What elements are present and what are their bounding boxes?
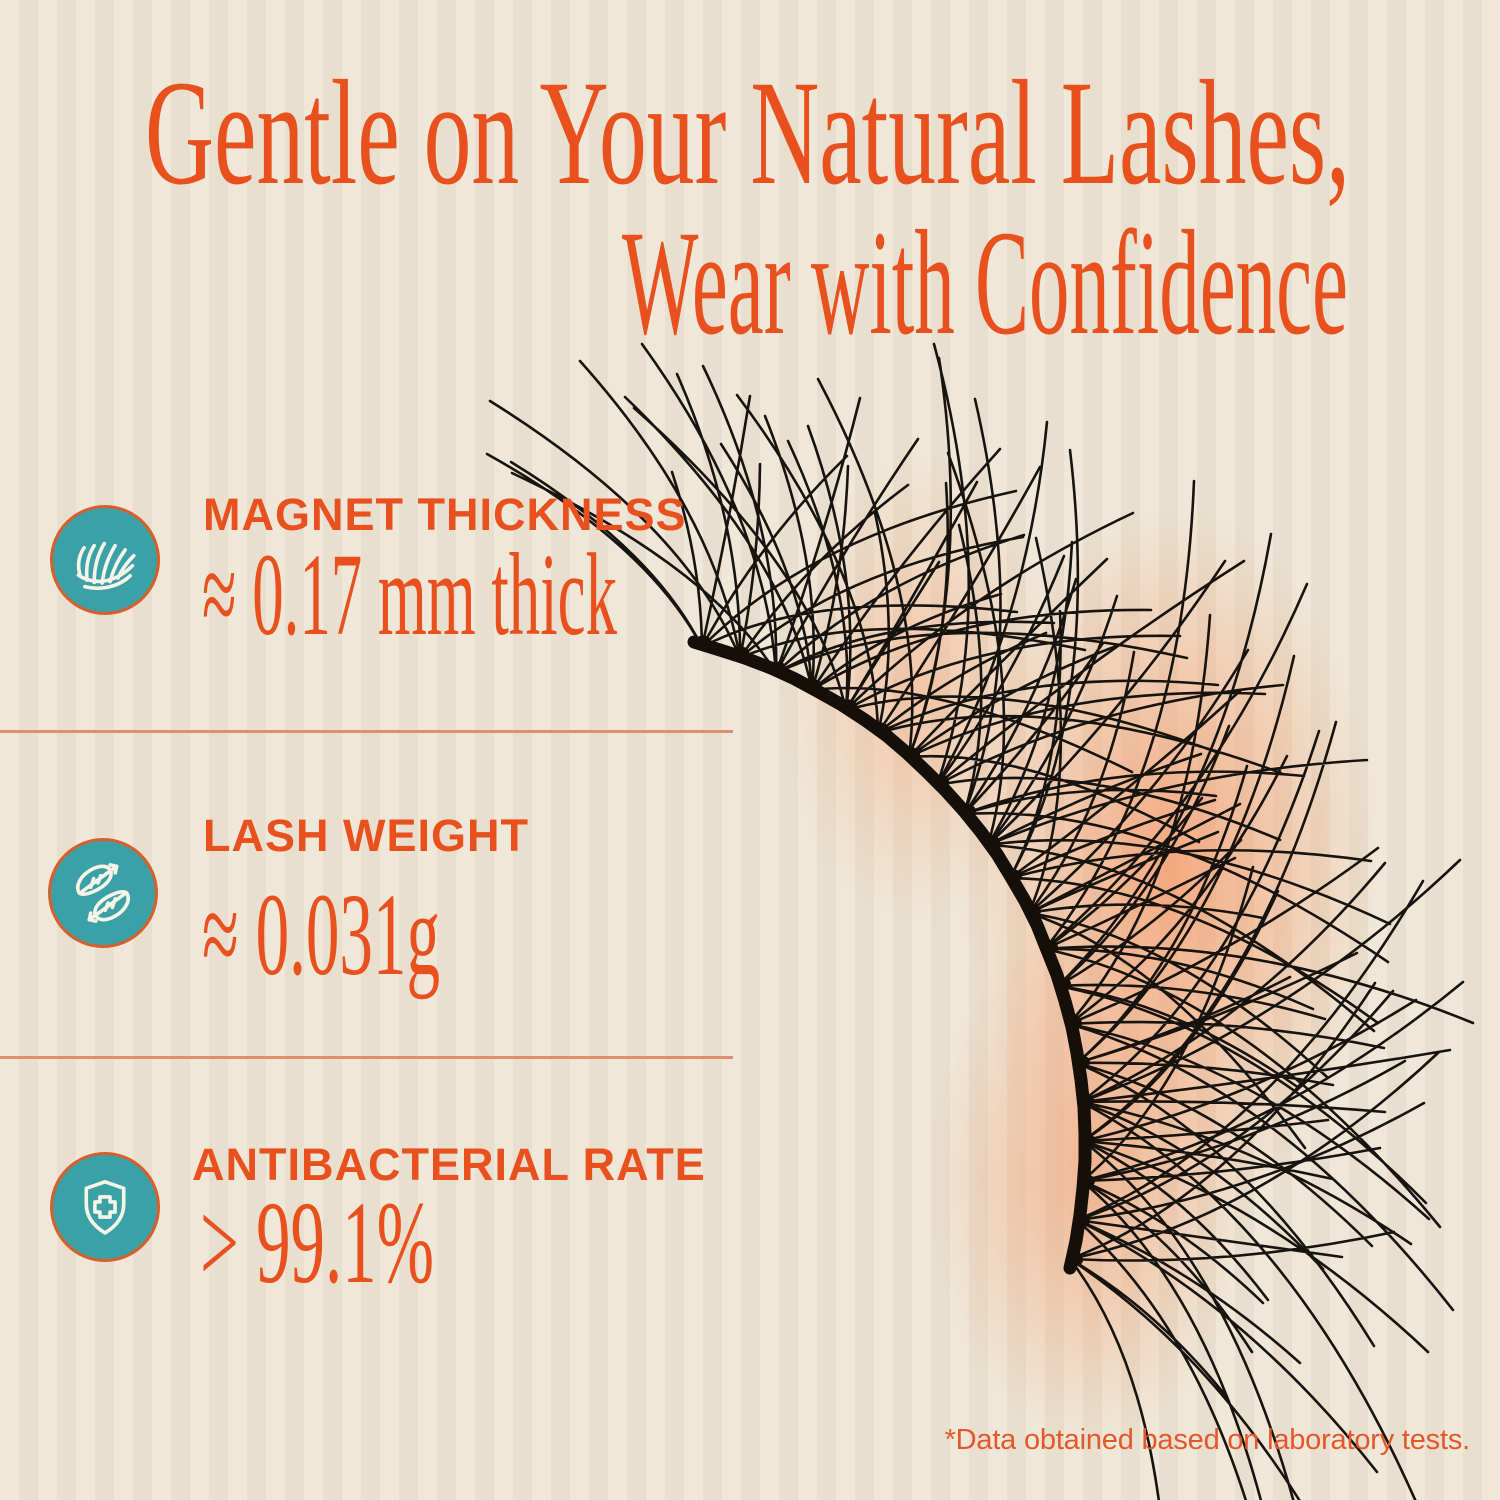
shield-cross-icon-glyph (84, 1180, 126, 1235)
headline: Gentle on Your Natural Lashes, Wear with… (145, 50, 1350, 366)
feathers-icon (48, 838, 158, 948)
footnote: *Data obtained based on laboratory tests… (944, 1424, 1471, 1456)
feature-value: > 99.1% (200, 1177, 434, 1308)
feature-value: ≈ 0.17 mm thick (202, 529, 617, 660)
divider-line-2 (0, 1056, 733, 1059)
eyelash-icon-glyph (76, 541, 136, 591)
eyelash-icon (50, 505, 160, 615)
headline-line2: Wear with Confidence (622, 200, 1348, 366)
shield-cross-icon (50, 1152, 160, 1262)
feature-value-graphic: ≈ 0.17 mm thick (202, 529, 617, 660)
feature-label: LASH WEIGHT (203, 810, 529, 861)
feature-value-graphic: ≈ 0.031g (202, 869, 440, 1000)
headline-line1: Gentle on Your Natural Lashes, (145, 50, 1350, 216)
feature-value-graphic: > 99.1% (200, 1177, 434, 1308)
divider-line-1 (0, 730, 733, 733)
feature-value: ≈ 0.031g (202, 869, 440, 1000)
feathers-icon-glyph (76, 863, 130, 923)
